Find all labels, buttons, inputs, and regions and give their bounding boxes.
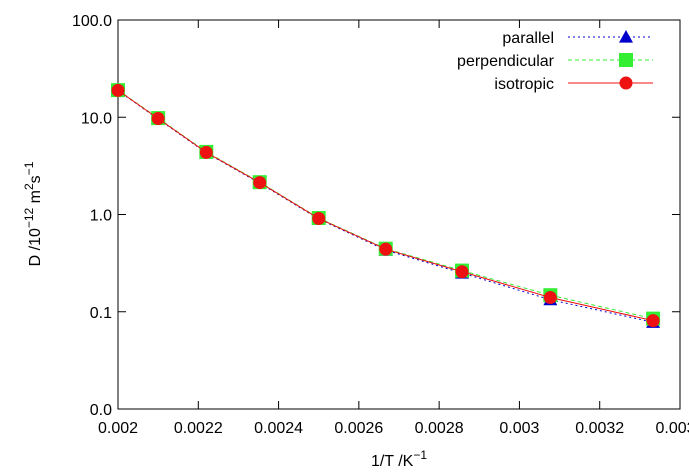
data-point-isotropic: [111, 83, 125, 97]
series-line-parallel: [117, 90, 654, 323]
y-axis-title-exp2: 2: [22, 183, 36, 190]
series-isotropic: [111, 83, 660, 328]
x-tick-label: 0.003: [499, 420, 539, 437]
legend-marker: [619, 30, 633, 43]
y-tick-label: 10.0: [81, 110, 112, 127]
legend: parallel perpendicular isotropic: [457, 30, 653, 93]
legend-label: parallel: [502, 30, 554, 47]
legend-entry-isotropic: isotropic: [494, 76, 653, 93]
data-point-isotropic: [646, 314, 660, 328]
data-point-isotropic: [199, 145, 213, 159]
legend-label: perpendicular: [457, 53, 555, 70]
x-tick-label: 0.0026: [334, 420, 383, 437]
legend-entry-parallel: parallel: [502, 30, 653, 47]
y-axis-title-base: D /10: [27, 228, 44, 266]
data-point-isotropic: [253, 176, 267, 190]
y-axis-title-exp1: −12: [22, 207, 36, 228]
x-tick-label: 0.0024: [254, 420, 303, 437]
legend-label: isotropic: [494, 76, 554, 93]
x-tick-label: 0.002: [98, 420, 138, 437]
y-tick-label: 0.1: [90, 305, 112, 322]
x-tick-label: 0.0034: [656, 420, 689, 437]
y-axis-title-mid2: s: [27, 175, 44, 183]
data-point-isotropic: [151, 112, 165, 126]
x-axis-title: 1/T /K−1: [371, 448, 427, 470]
y-axis-title-exp3: −1: [22, 161, 36, 175]
y-tick-label: 1.0: [90, 208, 112, 225]
legend-entry-perpendicular: perpendicular: [457, 53, 653, 70]
y-axis-title: D /10−12 m2s−1: [22, 161, 44, 266]
x-tick-label: 0.0028: [415, 420, 464, 437]
legend-marker: [619, 53, 633, 67]
x-axis-title-exponent: −1: [413, 448, 427, 462]
y-axis-title-mid: m: [27, 190, 44, 208]
y-tick-label: 100.0: [72, 13, 112, 30]
data-point-isotropic: [455, 265, 469, 279]
series-layer: [111, 83, 661, 328]
data-point-isotropic: [543, 291, 557, 305]
series-line-isotropic: [117, 89, 654, 322]
series-parallel: [111, 83, 661, 328]
y-tick-label: 0.0: [90, 402, 112, 419]
x-axis-title-base: 1/T /K: [371, 453, 414, 470]
x-tick-label: 0.0032: [575, 420, 624, 437]
legend-marker: [619, 76, 633, 90]
data-point-isotropic: [379, 242, 393, 256]
data-point-isotropic: [312, 211, 326, 225]
axis-ticks: 0.002 0.0022 0.0024 0.0026 0.0028 0.003 0.0032…: [72, 13, 689, 437]
plot-frame: [117, 19, 681, 410]
x-tick-label: 0.0022: [174, 420, 223, 437]
series-line-perpendicular: [117, 89, 654, 320]
series-perpendicular: [111, 83, 661, 326]
